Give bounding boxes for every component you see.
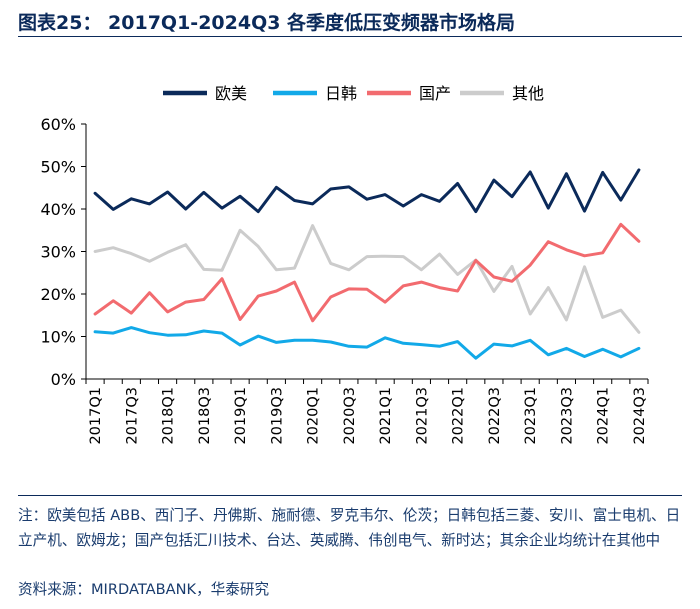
legend-label-0: 欧美 [215, 84, 247, 103]
footer-rule [18, 495, 682, 496]
series-line-3 [93, 224, 641, 334]
legend-label-2: 国产 [419, 84, 451, 103]
x-tick-label: 2024Q3 [632, 387, 648, 445]
x-tick-label: 2022Q3 [487, 387, 503, 445]
x-tick-label: 2019Q1 [233, 387, 249, 445]
x-tick-label: 2023Q3 [559, 387, 575, 445]
x-tick-label: 2018Q3 [197, 387, 213, 445]
x-tick-label: 2017Q3 [124, 387, 140, 445]
y-tick-label: 40% [40, 200, 76, 219]
chart-note: 注：欧美包括 ABB、西门子、丹佛斯、施耐德、罗克韦尔、伦茨；日韩包括三菱、安川… [18, 507, 681, 549]
x-tick-label: 2020Q3 [342, 387, 358, 445]
x-tick-label: 2022Q1 [451, 387, 467, 445]
y-tick-label: 30% [40, 243, 76, 262]
y-tick-label: 50% [40, 158, 76, 177]
chart-title: 图表25： 2017Q1-2024Q3 各季度低压变频器市场格局 [18, 12, 516, 34]
series-line-0 [93, 168, 641, 214]
x-tick-label: 2020Q1 [306, 387, 322, 445]
series-line-2 [93, 222, 641, 323]
x-tick-label: 2018Q1 [161, 387, 177, 445]
x-tick-label: 2019Q3 [269, 387, 285, 445]
line-chart: 欧美 日韩 国产 其他 0% 10% 20% 30% 40% 50% 60% 2017Q1 2017Q3… [40, 84, 649, 445]
title-rule [18, 36, 682, 37]
y-tick-label: 10% [40, 328, 76, 347]
x-tick-label: 2021Q1 [378, 387, 394, 445]
y-tick-label: 0% [51, 370, 76, 389]
y-tick-label: 60% [40, 115, 76, 134]
x-tick-label: 2023Q1 [523, 387, 539, 445]
chart-source: 资料来源：MIRDATABANK，华泰研究 [18, 581, 270, 598]
x-tick-label: 2024Q1 [596, 387, 612, 445]
x-tick-label: 2021Q3 [414, 387, 430, 445]
x-tick-label: 2017Q1 [88, 387, 104, 445]
y-tick-label: 20% [40, 285, 76, 304]
legend-label-3: 其他 [512, 84, 544, 103]
legend-label-1: 日韩 [325, 84, 357, 103]
series-line-1 [93, 326, 641, 360]
